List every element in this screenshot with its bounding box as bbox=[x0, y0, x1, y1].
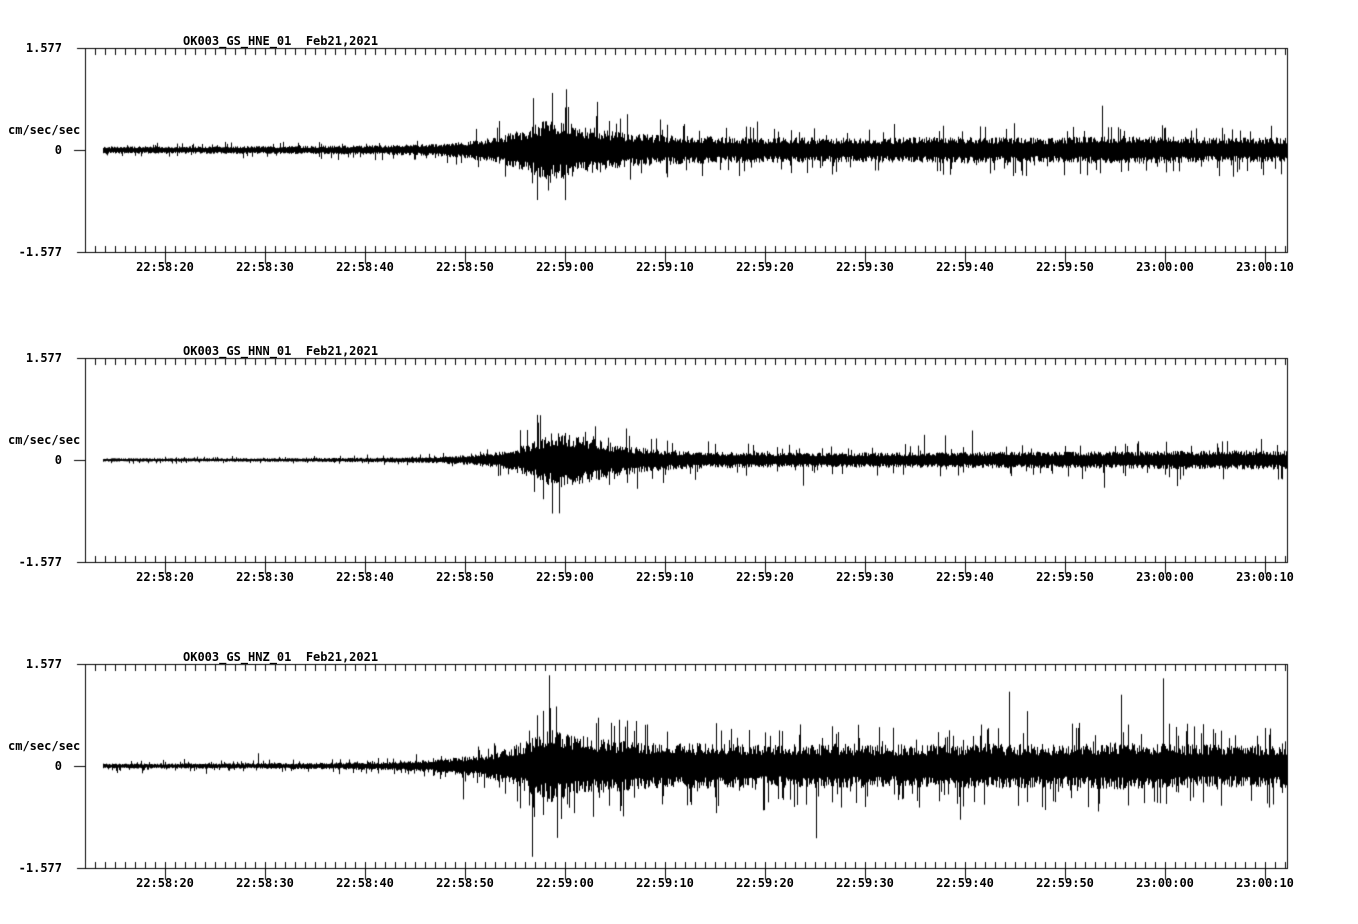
x-tick-label: 22:59:40 bbox=[936, 260, 994, 274]
x-tick-label: 22:59:50 bbox=[1036, 570, 1094, 584]
seismogram-panel-hnz: OK003_GS_HNZ_01 Feb21,2021 1.577 cm/sec/… bbox=[0, 650, 1358, 908]
x-tick-label: 22:59:40 bbox=[936, 876, 994, 890]
x-tick-label: 22:59:00 bbox=[536, 876, 594, 890]
y-axis-unit-label: cm/sec/sec bbox=[8, 123, 81, 137]
seismogram-panel-hne: OK003_GS_HNE_01 Feb21,2021 1.577 cm/sec/… bbox=[0, 34, 1358, 292]
x-tick-label: 22:59:40 bbox=[936, 570, 994, 584]
waveform-plot-hnz bbox=[73, 660, 1295, 882]
x-tick-label: 22:59:00 bbox=[536, 570, 594, 584]
y-axis-max-label: 1.577 bbox=[25, 657, 62, 671]
x-tick-label: 22:58:40 bbox=[336, 260, 394, 274]
x-tick-label: 22:59:20 bbox=[736, 260, 794, 274]
x-tick-label: 23:00:10 bbox=[1236, 876, 1294, 890]
x-tick-label: 22:59:30 bbox=[836, 260, 894, 274]
x-axis-tick-labels: 22:58:20 22:58:30 22:58:40 22:58:50 22:59:00… bbox=[73, 569, 1295, 585]
x-tick-label: 22:58:20 bbox=[136, 876, 194, 890]
x-axis-tick-labels: 22:58:20 22:58:30 22:58:40 22:58:50 22:59:00… bbox=[73, 875, 1295, 891]
x-tick-label: 23:00:00 bbox=[1136, 876, 1194, 890]
x-tick-label: 22:58:50 bbox=[436, 260, 494, 274]
x-tick-label: 22:59:30 bbox=[836, 570, 894, 584]
seismogram-panel-hnn: OK003_GS_HNN_01 Feb21,2021 1.577 cm/sec/… bbox=[0, 344, 1358, 602]
x-tick-label: 23:00:10 bbox=[1236, 260, 1294, 274]
x-tick-label: 22:59:10 bbox=[636, 260, 694, 274]
y-axis-min-label: -1.577 bbox=[18, 245, 62, 259]
y-axis-zero-label: 0 bbox=[54, 759, 62, 773]
y-axis-zero-label: 0 bbox=[54, 143, 62, 157]
x-tick-label: 22:58:30 bbox=[236, 570, 294, 584]
x-tick-label: 22:58:20 bbox=[136, 260, 194, 274]
y-axis-unit-label: cm/sec/sec bbox=[8, 739, 81, 753]
x-tick-label: 23:00:00 bbox=[1136, 570, 1194, 584]
x-tick-label: 22:59:20 bbox=[736, 570, 794, 584]
x-tick-label: 22:59:50 bbox=[1036, 260, 1094, 274]
waveform-plot-hnn bbox=[73, 354, 1295, 576]
y-axis-max-label: 1.577 bbox=[25, 351, 62, 365]
x-tick-label: 22:58:30 bbox=[236, 876, 294, 890]
x-axis-tick-labels: 22:58:20 22:58:30 22:58:40 22:58:50 22:59:00… bbox=[73, 259, 1295, 275]
x-tick-label: 23:00:00 bbox=[1136, 260, 1194, 274]
x-tick-label: 22:58:50 bbox=[436, 876, 494, 890]
waveform-plot-hne bbox=[73, 44, 1295, 266]
x-tick-label: 22:58:40 bbox=[336, 570, 394, 584]
x-tick-label: 22:59:10 bbox=[636, 876, 694, 890]
x-tick-label: 23:00:10 bbox=[1236, 570, 1294, 584]
y-axis-min-label: -1.577 bbox=[18, 861, 62, 875]
x-tick-label: 22:58:20 bbox=[136, 570, 194, 584]
y-axis-max-label: 1.577 bbox=[25, 41, 62, 55]
y-axis-zero-label: 0 bbox=[54, 453, 62, 467]
y-axis-unit-label: cm/sec/sec bbox=[8, 433, 81, 447]
x-tick-label: 22:59:20 bbox=[736, 876, 794, 890]
y-axis-min-label: -1.577 bbox=[18, 555, 62, 569]
x-tick-label: 22:58:30 bbox=[236, 260, 294, 274]
x-tick-label: 22:58:50 bbox=[436, 570, 494, 584]
x-tick-label: 22:59:00 bbox=[536, 260, 594, 274]
x-tick-label: 22:59:50 bbox=[1036, 876, 1094, 890]
x-tick-label: 22:59:10 bbox=[636, 570, 694, 584]
x-tick-label: 22:59:30 bbox=[836, 876, 894, 890]
x-tick-label: 22:58:40 bbox=[336, 876, 394, 890]
